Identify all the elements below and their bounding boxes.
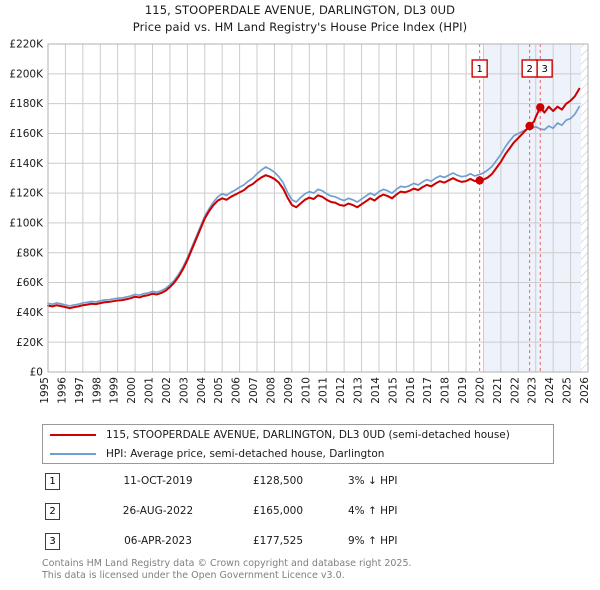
x-tick-label: 2016 (405, 377, 417, 404)
annotation-badge-box (471, 59, 488, 78)
y-tick-label: £0 (30, 367, 43, 379)
annotation-badge: 1 (471, 59, 488, 78)
x-tick-label: 2000 (126, 377, 138, 404)
y-axis-labels: £0 £20K £40K £60K £80K £100K £120K £140K £160K £1… (9, 39, 44, 379)
sale-point-marker (525, 121, 534, 131)
footer-line-2: This data is licensed under the Open Gov… (42, 569, 345, 581)
x-tick-label: 1998 (91, 377, 103, 404)
footer-line-1: Contains HM Land Registry data © Crown c… (42, 558, 412, 569)
legend-label-property: 115, STOOPERDALE AVENUE, DARLINGTON, DL3… (106, 428, 510, 441)
series-line-hpi (47, 105, 581, 307)
table-row: 2 26-AUG-2022 £165,000 4% ↑ HPI (42, 500, 562, 530)
legend-item-property: 115, STOOPERDALE AVENUE, DARLINGTON, DL3… (43, 425, 553, 444)
x-tick-label: 2011 (318, 377, 330, 404)
x-tick-label: 2023 (527, 377, 539, 404)
x-tick-label: 2003 (178, 377, 190, 404)
table-row: 3 06-APR-2023 £177,525 9% ↑ HPI (42, 530, 562, 560)
y-tick-label: £40K (16, 307, 44, 319)
x-tick-label: 2009 (283, 377, 295, 404)
transaction-price-2: £165,000 (252, 505, 304, 517)
annotation-badge-number: 2 (526, 64, 532, 75)
legend-item-hpi: HPI: Average price, semi-detached house,… (43, 444, 553, 463)
y-tick-label: £100K (9, 218, 44, 230)
transaction-badge-3: 3 (45, 533, 60, 550)
attribution-footer: Contains HM Land Registry data © Crown c… (42, 558, 582, 581)
transaction-price-1: £128,500 (252, 475, 304, 487)
plot-frame (47, 43, 589, 373)
chart-svg: £0 £20K £40K £60K £80K £100K £120K £140K £160K £1… (9, 39, 591, 404)
legend-swatch-property (50, 433, 96, 436)
x-tick-label: 2005 (213, 377, 225, 404)
y-tick-label: £160K (9, 128, 44, 140)
x-tick-label: 2020 (474, 377, 486, 404)
transaction-hpi-delta-1: 3% ↓ HPI (348, 475, 398, 487)
x-tick-label: 2008 (265, 377, 277, 404)
y-tick-label: £180K (9, 98, 44, 110)
x-tick-label: 2026 (579, 377, 591, 404)
x-tick-label: 2006 (231, 377, 243, 404)
y-tick-label: £200K (9, 68, 44, 80)
x-tick-label: 1997 (74, 377, 86, 404)
y-tick-label: £60K (16, 277, 44, 289)
recent-period-shading (483, 44, 582, 372)
transaction-date-1: 11-OCT-2019 (123, 475, 193, 487)
transaction-date-3: 06-APR-2023 (124, 535, 192, 547)
chart-legend: 115, STOOPERDALE AVENUE, DARLINGTON, DL3… (42, 424, 554, 464)
transaction-hpi-delta-3: 9% ↑ HPI (348, 535, 398, 547)
x-tick-label: 1995 (39, 377, 51, 404)
transaction-badge-2: 2 (45, 503, 60, 520)
series-line-property (47, 87, 581, 310)
x-tick-label: 2002 (161, 377, 173, 404)
x-tick-label: 2004 (196, 377, 208, 404)
x-tick-label: 2010 (300, 377, 312, 404)
y-tick-label: £80K (16, 247, 44, 259)
price-history-chart: £0 £20K £40K £60K £80K £100K £120K £140K £160K £1… (9, 39, 591, 404)
incomplete-data-hatching (581, 44, 588, 372)
x-tick-label: 1999 (109, 377, 121, 404)
x-tick-label: 2015 (387, 377, 399, 404)
x-tick-label: 2012 (335, 377, 347, 404)
table-row: 1 11-OCT-2019 £128,500 3% ↓ HPI (42, 470, 562, 500)
legend-label-hpi: HPI: Average price, semi-detached house,… (106, 447, 385, 460)
y-tick-label: £20K (16, 337, 44, 349)
page-title: 115, STOOPERDALE AVENUE, DARLINGTON, DL3… (0, 2, 600, 36)
annotation-badge-box (536, 59, 553, 78)
transaction-price-3: £177,525 (252, 535, 304, 547)
x-tick-label: 1996 (56, 377, 68, 404)
x-tick-label: 2013 (353, 377, 365, 404)
transactions-table: 1 11-OCT-2019 £128,500 3% ↓ HPI 2 26-AUG… (42, 470, 562, 560)
x-tick-label: 2017 (422, 377, 434, 404)
x-tick-label: 2025 (562, 377, 574, 404)
x-tick-label: 2021 (492, 377, 504, 404)
transaction-badge-1: 1 (45, 473, 60, 490)
x-tick-label: 2018 (440, 377, 452, 404)
annotation-badge: 3 (536, 59, 553, 78)
transaction-date-2: 26-AUG-2022 (122, 505, 194, 517)
annotation-badge-number: 1 (476, 64, 482, 75)
x-tick-label: 2019 (457, 377, 469, 404)
x-tick-label: 2007 (248, 377, 260, 404)
x-axis-labels: 1995 1996 1997 1998 1999 2000 2001 2002 2003 2004… (39, 377, 591, 404)
x-tick-label: 2024 (544, 377, 556, 404)
y-tick-label: £120K (9, 188, 44, 200)
sale-point-marker (475, 176, 484, 185)
x-tick-label: 2001 (144, 377, 156, 404)
title-line-2: Price paid vs. HM Land Registry's House … (132, 20, 468, 34)
y-tick-label: £140K (9, 158, 44, 170)
y-tick-label: £220K (9, 39, 44, 51)
x-tick-label: 2014 (370, 377, 382, 404)
sale-point-marker (536, 103, 545, 112)
title-line-1: 115, STOOPERDALE AVENUE, DARLINGTON, DL3… (144, 3, 456, 17)
x-tick-label: 2022 (509, 377, 521, 404)
annotation-badge-number: 3 (541, 64, 547, 75)
legend-swatch-hpi (50, 452, 96, 455)
transaction-hpi-delta-2: 4% ↑ HPI (348, 505, 398, 517)
annotation-badge: 2 (521, 59, 538, 78)
